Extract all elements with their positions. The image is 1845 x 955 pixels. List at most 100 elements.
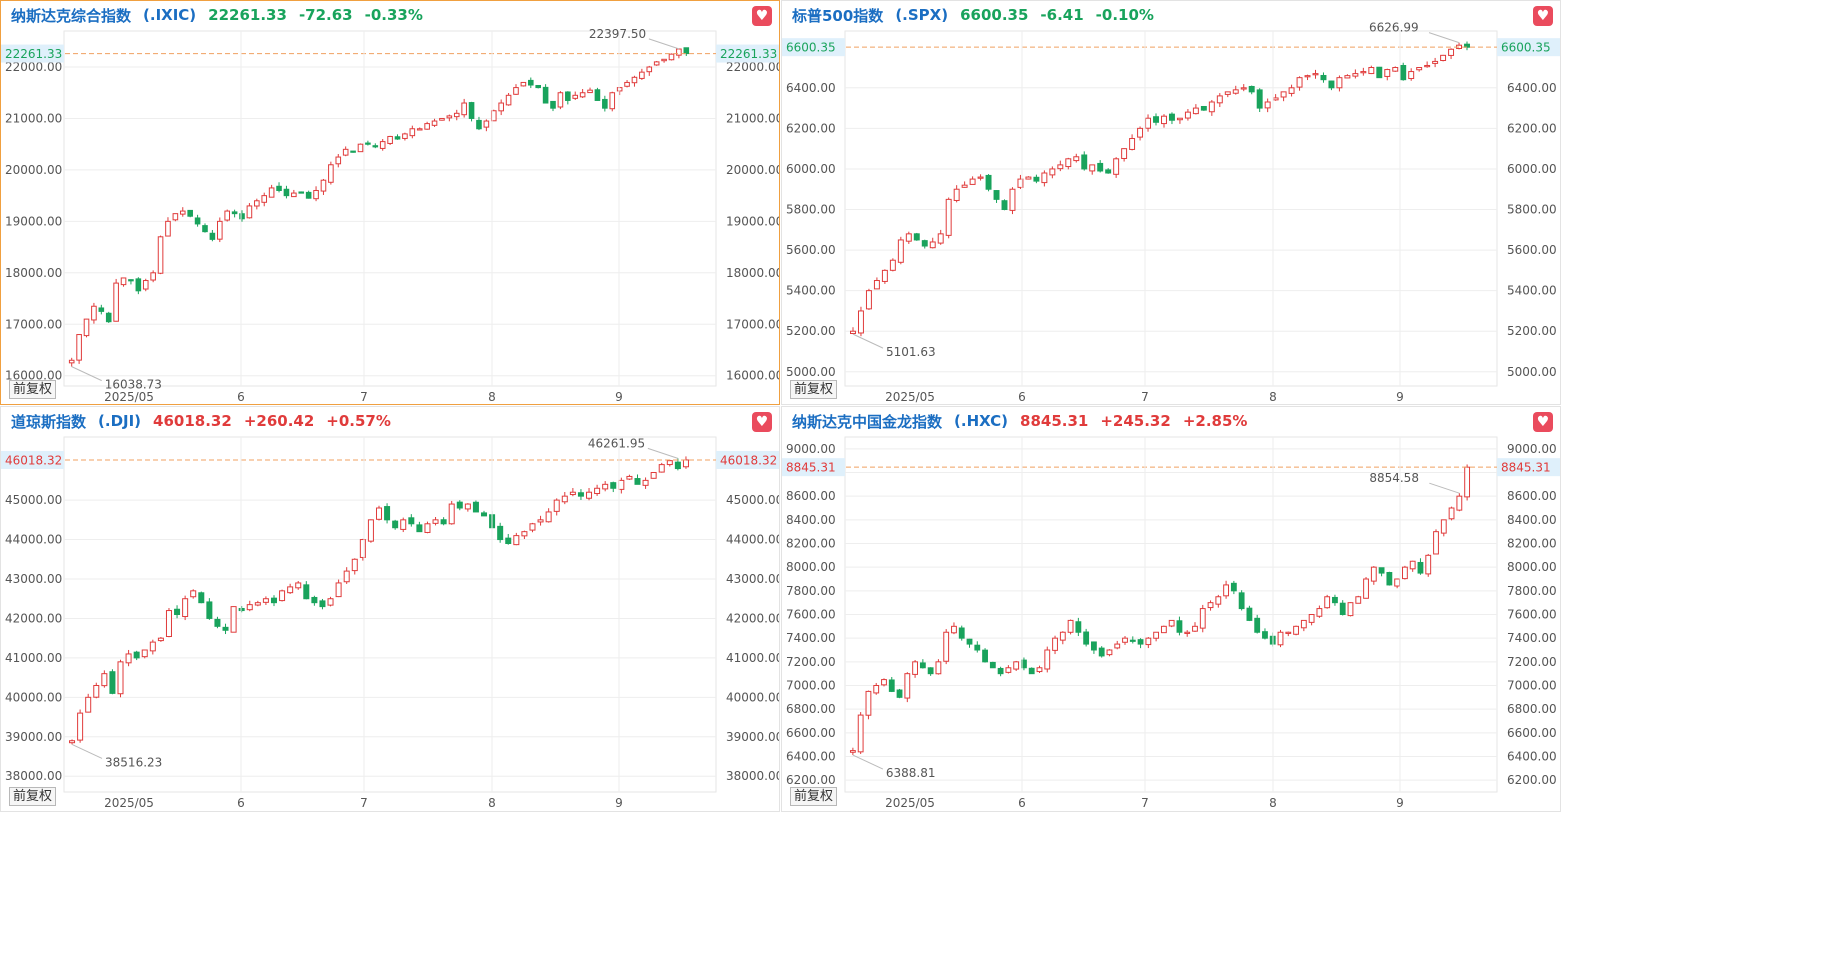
candle-body bbox=[384, 506, 391, 521]
adjustment-button[interactable]: 前复权 bbox=[790, 380, 838, 399]
candle-body bbox=[1207, 602, 1214, 609]
candle-body bbox=[1230, 582, 1237, 592]
candle-body bbox=[490, 110, 497, 122]
y-tick-label: 8000.00 bbox=[786, 560, 836, 574]
candle-body bbox=[456, 501, 463, 509]
candle-body bbox=[432, 519, 439, 524]
candle-body bbox=[1376, 66, 1383, 79]
candle-body bbox=[1199, 608, 1206, 629]
y-tick-label: 38000.00 bbox=[5, 769, 62, 783]
chart-panel-hxc[interactable]: 纳斯达克中国金龙指数 (.HXC) 8845.31 +245.32 +2.85%… bbox=[781, 406, 1561, 812]
candle-body bbox=[616, 87, 623, 92]
heart-icon[interactable]: ♥ bbox=[752, 6, 772, 26]
candle-body bbox=[618, 479, 625, 490]
plot-area bbox=[844, 30, 1498, 387]
low-value-label: 5101.63 bbox=[886, 345, 936, 359]
y-tick-label: 9000.00 bbox=[1507, 442, 1557, 456]
candle-body bbox=[1036, 667, 1043, 673]
candle-body bbox=[1129, 639, 1136, 642]
candlestick-chart[interactable]: 6200.00 6200.00 6400.00 6400.00 6600.00 6600.… bbox=[782, 407, 1561, 812]
candle-body bbox=[439, 117, 445, 121]
candle-body bbox=[262, 598, 269, 603]
candle-body bbox=[565, 91, 571, 101]
candle-body bbox=[305, 191, 312, 199]
y-tick-label: 5600.00 bbox=[1507, 243, 1557, 257]
candle-body bbox=[1288, 87, 1295, 94]
candle-body bbox=[1409, 560, 1416, 570]
candle-body bbox=[1223, 584, 1229, 597]
y-tick-label: 8600.00 bbox=[1507, 489, 1557, 503]
candle-body bbox=[626, 475, 633, 480]
chart-panel-spx[interactable]: 标普500指数 (.SPX) 6600.35 -6.41 -0.10% ♥ 50… bbox=[781, 0, 1561, 405]
y-tick-label: 42000.00 bbox=[726, 611, 780, 625]
chart-panel-dji[interactable]: 道琼斯指数 (.DJI) 46018.32 +260.42 +0.57% ♥ 3… bbox=[0, 406, 780, 812]
candle-body bbox=[172, 213, 179, 221]
candlestick-chart[interactable]: 38000.00 38000.00 39000.00 39000.00 40000.00… bbox=[1, 407, 780, 812]
candle-body bbox=[1184, 631, 1191, 634]
index-code: (.HXC) bbox=[954, 412, 1009, 430]
y-tick-label: 5800.00 bbox=[786, 203, 836, 217]
candle-body bbox=[408, 517, 415, 525]
candle-body bbox=[1416, 67, 1423, 71]
candle-body bbox=[1360, 71, 1367, 74]
candlestick-chart[interactable]: 16000.00 16000.00 17000.00 17000.00 18000.00… bbox=[1, 1, 780, 405]
change-percent: -0.10% bbox=[1095, 6, 1154, 24]
adjustment-button[interactable]: 前复权 bbox=[790, 787, 838, 806]
x-tick-label: 2025/05 bbox=[104, 796, 154, 810]
candle-body bbox=[1408, 71, 1415, 80]
heart-icon[interactable]: ♥ bbox=[752, 412, 772, 432]
candle-body bbox=[1215, 596, 1222, 605]
candle-body bbox=[1153, 116, 1159, 123]
adjustment-button[interactable]: 前复权 bbox=[9, 787, 57, 806]
candle-body bbox=[1320, 74, 1327, 81]
x-tick-label: 6 bbox=[1018, 796, 1026, 810]
candle-body bbox=[683, 47, 690, 55]
candlestick-chart[interactable]: 5000.00 5000.00 5200.00 5200.00 5400.00 5400.… bbox=[782, 1, 1561, 405]
last-price: 22261.33 bbox=[208, 6, 287, 24]
y-tick-label: 18000.00 bbox=[5, 266, 62, 280]
candle-body bbox=[1168, 113, 1175, 121]
candle-body bbox=[1246, 607, 1253, 621]
candle-body bbox=[513, 535, 520, 546]
candle-body bbox=[873, 685, 880, 694]
candle-body bbox=[1355, 596, 1362, 604]
y-tick-label: 7800.00 bbox=[786, 584, 836, 598]
low-leader-line bbox=[71, 366, 102, 382]
y-tick-label: 6200.00 bbox=[1507, 121, 1557, 135]
chart-panel-ixic[interactable]: 纳斯达克综合指数 (.IXIC) 22261.33 -72.63 -0.33% … bbox=[0, 0, 780, 405]
last-price-label: 22261.33 bbox=[5, 47, 62, 61]
y-tick-label: 8400.00 bbox=[1507, 513, 1557, 527]
candle-body bbox=[424, 123, 430, 130]
y-tick-label: 5800.00 bbox=[1507, 203, 1557, 217]
y-tick-label: 18000.00 bbox=[726, 266, 780, 280]
candle-body bbox=[1044, 649, 1051, 670]
candle-body bbox=[328, 164, 334, 183]
y-tick-label: 6400.00 bbox=[786, 81, 836, 95]
adjustment-button[interactable]: 前复权 bbox=[9, 380, 57, 399]
candle-body bbox=[865, 690, 872, 716]
x-tick-label: 9 bbox=[1396, 390, 1404, 404]
candle-body bbox=[896, 689, 903, 698]
last-price-tag bbox=[1, 44, 64, 63]
candle-body bbox=[1384, 69, 1391, 77]
last-price-tag bbox=[716, 44, 779, 63]
last-price: 8845.31 bbox=[1020, 412, 1089, 430]
candle-body bbox=[327, 598, 334, 606]
candle-body bbox=[135, 278, 142, 292]
candle-body bbox=[579, 92, 586, 98]
candle-body bbox=[602, 483, 609, 490]
y-tick-label: 8200.00 bbox=[786, 537, 836, 551]
y-tick-label: 21000.00 bbox=[726, 111, 780, 125]
candle-body bbox=[1402, 566, 1408, 580]
heart-icon[interactable]: ♥ bbox=[1533, 412, 1553, 432]
candle-body bbox=[1264, 101, 1271, 109]
last-price-tag bbox=[782, 458, 845, 477]
candle-body bbox=[913, 233, 920, 241]
heart-icon[interactable]: ♥ bbox=[1533, 6, 1553, 26]
candle-body bbox=[1001, 200, 1008, 211]
candle-body bbox=[653, 61, 660, 66]
y-tick-label: 9000.00 bbox=[786, 442, 836, 456]
candle-body bbox=[179, 210, 186, 215]
candle-body bbox=[1464, 43, 1470, 48]
candle-body bbox=[594, 89, 601, 101]
